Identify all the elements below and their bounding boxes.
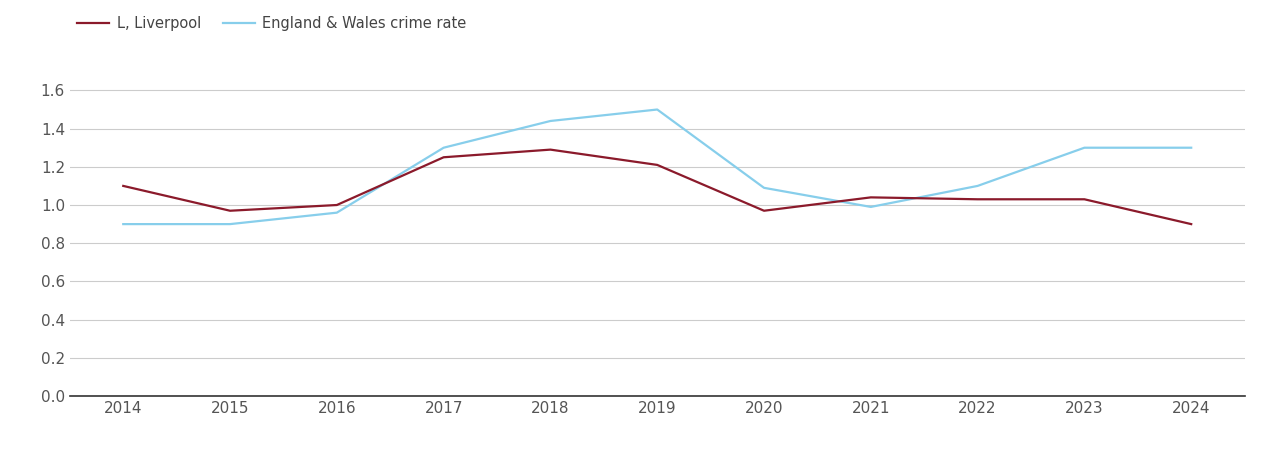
L, Liverpool bbox=[436, 154, 451, 160]
L, Liverpool bbox=[864, 195, 879, 200]
England & Wales crime rate bbox=[1077, 145, 1092, 150]
L, Liverpool bbox=[1184, 221, 1199, 227]
L, Liverpool bbox=[542, 147, 558, 152]
England & Wales crime rate bbox=[864, 204, 879, 210]
England & Wales crime rate bbox=[222, 221, 237, 227]
L, Liverpool bbox=[222, 208, 237, 213]
England & Wales crime rate bbox=[436, 145, 451, 150]
England & Wales crime rate bbox=[970, 183, 986, 189]
England & Wales crime rate bbox=[757, 185, 772, 190]
England & Wales crime rate bbox=[116, 221, 131, 227]
England & Wales crime rate bbox=[650, 107, 665, 112]
L, Liverpool bbox=[329, 202, 344, 208]
L, Liverpool bbox=[970, 197, 986, 202]
Line: England & Wales crime rate: England & Wales crime rate bbox=[123, 109, 1191, 224]
England & Wales crime rate bbox=[1184, 145, 1199, 150]
L, Liverpool bbox=[650, 162, 665, 167]
England & Wales crime rate bbox=[542, 118, 558, 124]
Line: L, Liverpool: L, Liverpool bbox=[123, 149, 1191, 224]
L, Liverpool bbox=[1077, 197, 1092, 202]
L, Liverpool bbox=[757, 208, 772, 213]
L, Liverpool bbox=[116, 183, 131, 189]
Legend: L, Liverpool, England & Wales crime rate: L, Liverpool, England & Wales crime rate bbox=[77, 16, 466, 31]
England & Wales crime rate bbox=[329, 210, 344, 216]
